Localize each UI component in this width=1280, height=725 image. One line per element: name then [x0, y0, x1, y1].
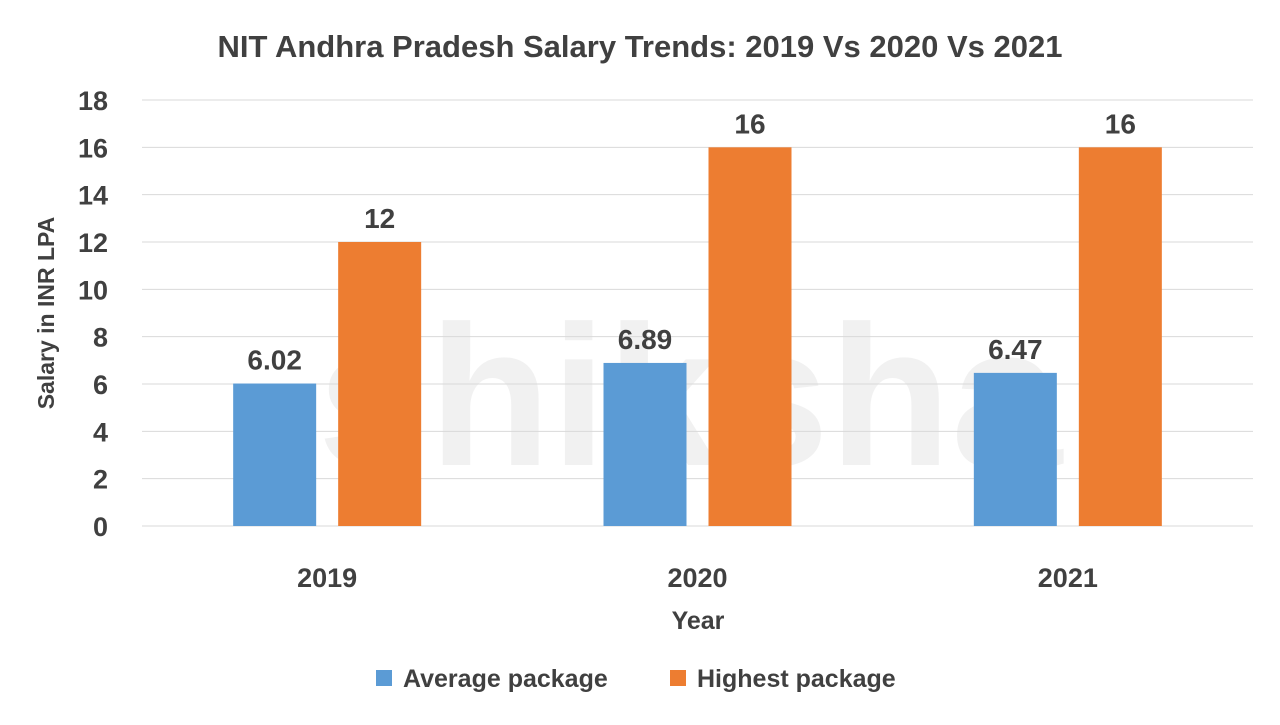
bar	[973, 372, 1057, 526]
legend-label: Highest package	[697, 665, 896, 693]
x-axis-label: Year	[672, 607, 725, 635]
bar	[338, 242, 422, 526]
y-axis-label: Salary in INR LPA	[33, 217, 59, 410]
legend-label: Average package	[403, 665, 608, 693]
bar	[1078, 147, 1162, 527]
y-tick-label: 12	[78, 228, 108, 258]
y-tick-label: 2	[93, 465, 108, 495]
y-tick-label: 16	[78, 133, 108, 163]
x-tick-label: 2020	[667, 563, 727, 593]
bar	[708, 147, 792, 527]
y-tick-label: 10	[78, 275, 108, 305]
legend: Average package Highest package	[376, 665, 896, 693]
y-tick-label: 6	[93, 370, 108, 400]
y-tick-label: 14	[78, 181, 108, 211]
data-label: 12	[364, 203, 395, 234]
y-tick-label: 18	[78, 86, 108, 116]
bar	[603, 362, 687, 526]
x-tick-label: 2019	[297, 563, 357, 593]
legend-swatch	[376, 670, 392, 686]
legend-swatch	[670, 670, 686, 686]
y-tick-label: 8	[93, 323, 108, 353]
y-tick-label: 0	[93, 512, 108, 542]
data-label: 16	[734, 108, 765, 139]
data-label: 16	[1105, 108, 1136, 139]
chart-title: NIT Andhra Pradesh Salary Trends: 2019 V…	[218, 29, 1063, 64]
bar	[233, 383, 317, 526]
watermark: shiksha	[318, 285, 1065, 508]
x-tick-label: 2021	[1038, 563, 1098, 593]
data-label: 6.89	[618, 324, 673, 355]
data-label: 6.47	[988, 334, 1043, 365]
data-label: 6.02	[247, 345, 302, 376]
y-tick-label: 4	[93, 417, 108, 447]
